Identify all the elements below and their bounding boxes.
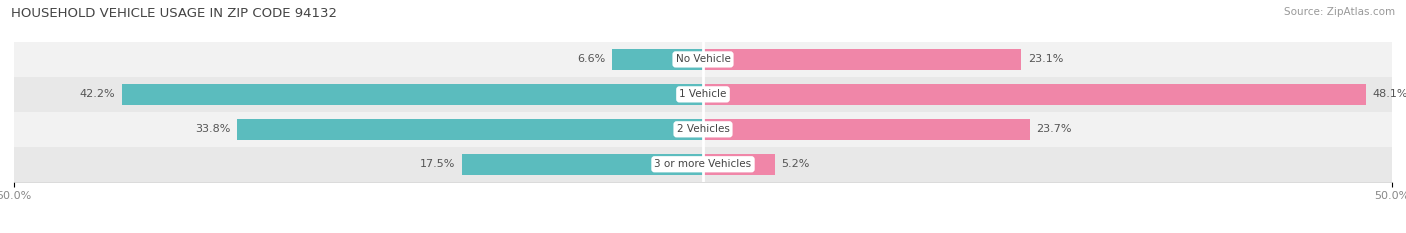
Text: 42.2%: 42.2% [79, 89, 115, 99]
Bar [14, 147, 1392, 182]
Bar [703, 119, 1029, 140]
Text: 2 Vehicles: 2 Vehicles [676, 124, 730, 134]
Text: HOUSEHOLD VEHICLE USAGE IN ZIP CODE 94132: HOUSEHOLD VEHICLE USAGE IN ZIP CODE 9413… [11, 7, 337, 20]
Text: 33.8%: 33.8% [195, 124, 231, 134]
Text: 17.5%: 17.5% [419, 159, 456, 169]
Bar [121, 84, 703, 105]
Text: 23.7%: 23.7% [1036, 124, 1071, 134]
Bar [612, 49, 703, 70]
Bar [14, 42, 1392, 77]
Text: 1 Vehicle: 1 Vehicle [679, 89, 727, 99]
Bar [14, 77, 1392, 112]
Bar [703, 49, 1021, 70]
Bar [703, 84, 1365, 105]
Text: Source: ZipAtlas.com: Source: ZipAtlas.com [1284, 7, 1395, 17]
Bar [461, 154, 703, 175]
Text: 48.1%: 48.1% [1372, 89, 1406, 99]
Text: 6.6%: 6.6% [576, 55, 605, 64]
Text: 3 or more Vehicles: 3 or more Vehicles [654, 159, 752, 169]
Bar [703, 154, 775, 175]
Text: 5.2%: 5.2% [782, 159, 810, 169]
Bar [238, 119, 703, 140]
Text: 23.1%: 23.1% [1028, 55, 1063, 64]
Bar [14, 112, 1392, 147]
Text: No Vehicle: No Vehicle [675, 55, 731, 64]
